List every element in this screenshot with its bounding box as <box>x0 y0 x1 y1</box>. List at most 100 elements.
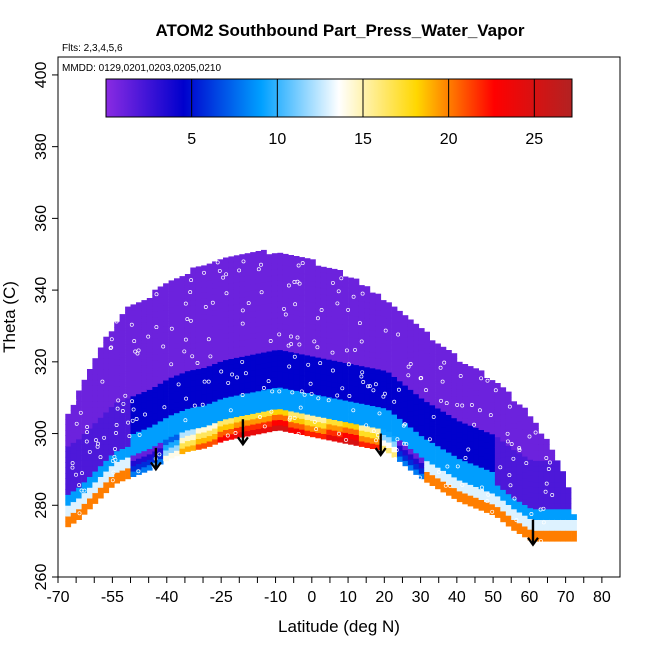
heat-cell <box>391 408 398 415</box>
heat-cell <box>511 514 517 520</box>
heat-cell <box>217 275 224 282</box>
heat-cell <box>195 406 202 413</box>
heat-cell <box>337 383 343 389</box>
heat-cell <box>451 380 458 386</box>
heat-cell <box>375 309 382 316</box>
heat-cell <box>190 359 197 365</box>
sample-point <box>344 437 348 442</box>
sample-point <box>261 386 266 390</box>
heat-cell <box>473 405 479 412</box>
heat-cell <box>163 304 169 311</box>
heat-cell <box>136 431 142 438</box>
heat-cell <box>288 324 294 331</box>
heat-cell <box>533 476 539 483</box>
heat-cell <box>391 317 398 324</box>
heat-cell <box>456 442 463 449</box>
heat-cell <box>250 381 256 387</box>
heat-cell <box>239 383 246 390</box>
heat-cell <box>271 403 278 410</box>
heat-cell <box>331 387 338 394</box>
heat-cell <box>206 312 213 318</box>
heat-cell <box>440 427 447 434</box>
heat-cell <box>190 283 197 290</box>
heat-cell <box>369 411 376 417</box>
heat-cell <box>228 358 235 365</box>
heat-cell <box>288 281 294 288</box>
heat-cell <box>97 444 104 451</box>
heat-cell <box>538 449 545 456</box>
heat-cell <box>500 430 507 437</box>
heat-cell <box>462 428 469 435</box>
heat-cell <box>206 306 213 313</box>
heat-cell <box>386 431 392 438</box>
heat-cell <box>81 455 88 461</box>
sample-point <box>392 399 397 404</box>
heat-cell <box>130 465 137 472</box>
heat-cell <box>435 467 441 474</box>
sample-point <box>192 403 197 408</box>
heat-cell <box>538 508 545 515</box>
heat-cell <box>299 370 305 376</box>
heat-cell <box>141 402 148 409</box>
heat-cell <box>233 255 240 262</box>
heat-cell <box>250 268 256 274</box>
heat-cell <box>195 427 202 434</box>
heat-cell <box>239 388 246 395</box>
heat-cell <box>277 371 284 377</box>
heat-cell <box>315 346 322 353</box>
x-tick-label: -70 <box>46 589 69 606</box>
heat-cell <box>310 345 316 352</box>
heat-cell <box>266 254 273 260</box>
sample-point <box>383 328 388 333</box>
heat-cell <box>239 265 246 271</box>
heat-cell <box>130 444 137 451</box>
heat-cell <box>244 323 251 329</box>
heat-cell <box>271 376 278 383</box>
heat-cell <box>304 258 311 264</box>
sample-point <box>190 354 195 359</box>
heat-cell <box>184 397 191 404</box>
heat-cell <box>125 338 131 345</box>
heat-cell <box>549 525 556 531</box>
y-tick-label: 360 <box>33 205 50 232</box>
heat-cell <box>424 369 430 376</box>
heat-cell <box>462 374 469 381</box>
heat-cell <box>500 424 507 431</box>
heat-cell <box>375 363 382 370</box>
heat-cell <box>565 525 572 531</box>
heat-cell <box>130 428 137 434</box>
heat-cell <box>533 455 539 461</box>
heat-cell <box>244 409 251 415</box>
heat-cell <box>293 401 300 408</box>
chart-title: ATOM2 Southbound Part_Press_Water_Vapor <box>155 21 524 40</box>
heat-cell <box>228 353 235 359</box>
heat-cell <box>228 374 235 381</box>
heat-cell <box>282 259 289 266</box>
heat-cell <box>320 363 327 370</box>
heat-cell <box>462 390 469 397</box>
sample-point <box>533 430 538 435</box>
heat-cell <box>516 458 523 465</box>
heat-cell <box>494 506 501 513</box>
heat-cell <box>174 289 180 295</box>
heat-cell <box>527 497 534 503</box>
sample-point <box>406 364 411 369</box>
heat-cell <box>320 358 327 364</box>
heat-cell <box>146 324 153 331</box>
heat-cell <box>125 430 131 437</box>
heat-cell <box>233 346 240 353</box>
heat-cell <box>136 318 142 325</box>
sample-point <box>538 507 543 512</box>
heat-cell <box>315 405 322 412</box>
heat-cell <box>348 315 354 321</box>
heat-cell <box>353 343 360 349</box>
heat-cell <box>136 307 142 314</box>
heat-cell <box>489 390 496 397</box>
heat-cell <box>494 409 501 416</box>
heat-cell <box>282 318 289 325</box>
heat-cell <box>293 282 300 289</box>
heat-cell <box>424 358 430 365</box>
heat-cell <box>342 432 349 439</box>
heat-cell <box>195 352 202 359</box>
heat-cell <box>152 413 159 420</box>
